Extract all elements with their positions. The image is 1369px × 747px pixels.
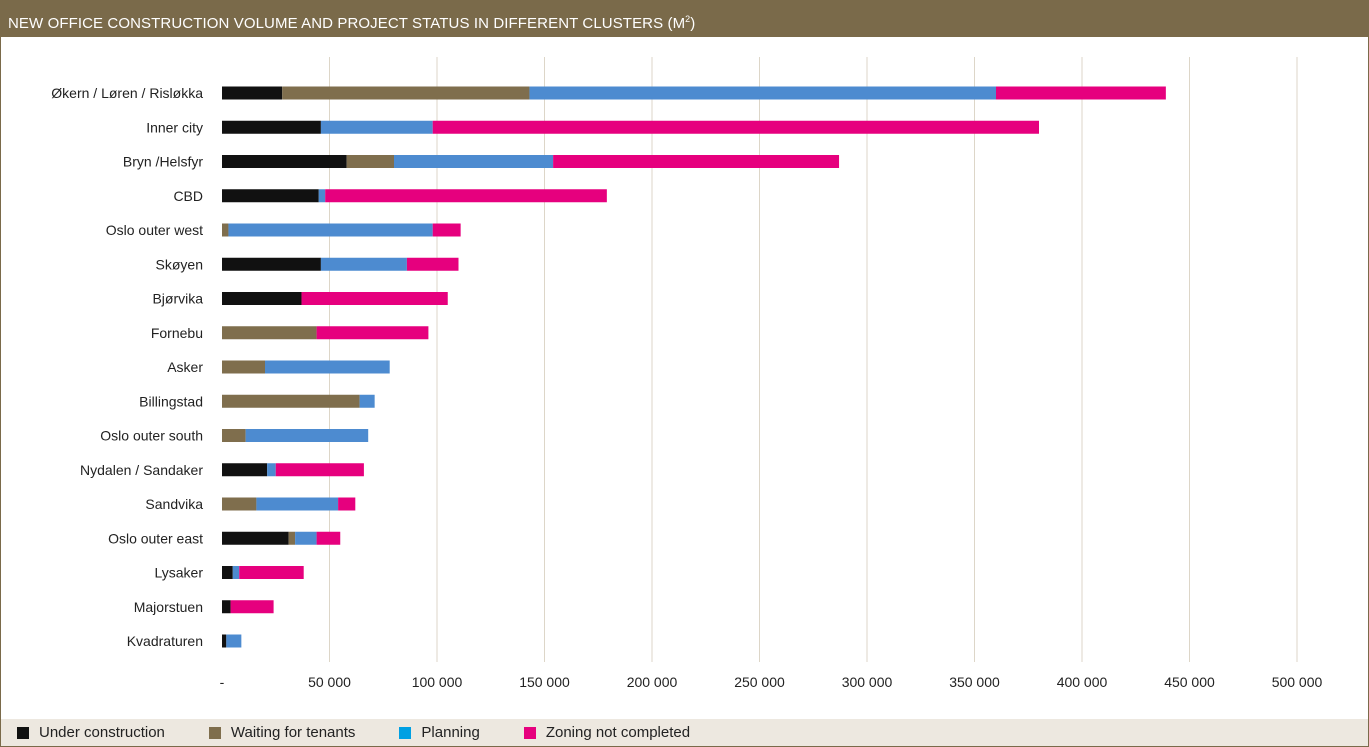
category-label: Oslo outer south [100, 428, 203, 444]
category-label: Oslo outer west [106, 222, 203, 238]
legend-item-under-construction: Under construction [17, 724, 165, 741]
bar-under-construction [222, 292, 302, 305]
bar-under-construction [222, 531, 289, 545]
bar-under-construction [222, 566, 233, 579]
category-label: Oslo outer east [108, 530, 203, 546]
category-label: Majorstuen [134, 599, 203, 615]
bar-waiting-for-tenants [346, 155, 394, 168]
x-tick-label: 400 000 [1057, 674, 1108, 690]
chart-title: NEW OFFICE CONSTRUCTION VOLUME AND PROJE… [8, 15, 686, 32]
x-tick-label: 350 000 [949, 674, 1000, 690]
legend-item-zoning-not-completed: Zoning not completed [523, 724, 691, 741]
bar-waiting-for-tenants [288, 531, 296, 545]
category-label: Økern / Løren / Risløkka [51, 85, 203, 101]
bar-waiting-for-tenants [282, 86, 530, 100]
bar-zoning-not-completed [996, 86, 1166, 100]
bar-planning [320, 257, 407, 271]
chart-title-end: ) [690, 15, 696, 32]
category-label: Bryn /Helsfyr [123, 154, 203, 170]
category-label: Bjørvika [152, 291, 203, 307]
bar-zoning-not-completed [275, 463, 364, 477]
chart-title-superscript: 2 [685, 14, 691, 24]
x-tick-label: 150 000 [519, 674, 570, 690]
bar-zoning-not-completed [432, 223, 461, 237]
bar-waiting-for-tenants [222, 394, 360, 408]
bar-zoning-not-completed [316, 326, 429, 340]
legend-item-planning: Planning [399, 724, 480, 741]
bar-under-construction [222, 86, 283, 100]
legend-swatch-zoning-not-completed [523, 726, 536, 739]
bar-zoning-not-completed [325, 189, 607, 203]
bar-under-construction [222, 120, 321, 134]
category-label: Inner city [146, 119, 203, 135]
bar-under-construction [222, 155, 347, 168]
legend-swatch-under-construction [17, 726, 29, 739]
category-label: Kvadraturen [127, 633, 203, 649]
bar-under-construction [222, 257, 321, 271]
category-label: Fornebu [151, 325, 203, 341]
bar-planning [226, 634, 242, 648]
legend-label-under-construction: Under construction [39, 724, 165, 741]
bar-planning [245, 429, 369, 442]
bar-under-construction [222, 463, 268, 477]
x-tick-label: 100 000 [412, 674, 463, 690]
bar-waiting-for-tenants [222, 326, 317, 340]
category-label: Sandvika [145, 496, 203, 512]
category-label: Nydalen / Sandaker [80, 462, 203, 478]
bar-planning [265, 360, 390, 374]
bar-zoning-not-completed [338, 497, 356, 511]
x-tick-label: 300 000 [842, 674, 893, 690]
bar-zoning-not-completed [406, 257, 459, 271]
bar-under-construction [222, 189, 319, 203]
x-tick-label: 250 000 [734, 674, 785, 690]
category-label: CBD [173, 188, 203, 204]
x-tick-label: - [220, 674, 225, 690]
bar-planning [394, 155, 554, 168]
bar-under-construction [222, 634, 227, 648]
bar-planning [359, 394, 375, 408]
legend-swatch-planning [399, 726, 412, 739]
category-label: Lysaker [154, 565, 203, 581]
bar-planning [295, 531, 317, 545]
bar-waiting-for-tenants [222, 360, 265, 374]
bar-under-construction [222, 600, 231, 614]
legend-label-waiting-for-tenants: Waiting for tenants [230, 724, 356, 741]
x-tick-label: 200 000 [627, 674, 678, 690]
chart-title-bar: NEW OFFICE CONSTRUCTION VOLUME AND PROJE… [1, 1, 1368, 37]
bar-waiting-for-tenants [222, 497, 257, 511]
x-tick-label: 50 000 [308, 674, 351, 690]
bar-planning [267, 463, 276, 477]
bar-zoning-not-completed [432, 120, 1039, 134]
bar-waiting-for-tenants [222, 223, 229, 237]
bar-zoning-not-completed [239, 566, 304, 579]
category-label: Skøyen [156, 256, 203, 272]
category-label: Asker [167, 359, 203, 375]
bar-zoning-not-completed [230, 600, 274, 614]
bar-planning [320, 120, 433, 134]
legend-item-waiting-for-tenants: Waiting for tenants [208, 724, 356, 741]
x-tick-label: 450 000 [1164, 674, 1215, 690]
x-tick-label: 500 000 [1272, 674, 1323, 690]
legend-label-planning: Planning [421, 724, 480, 741]
bar-zoning-not-completed [301, 292, 448, 305]
bar-waiting-for-tenants [222, 429, 246, 442]
category-label: Billingstad [139, 393, 203, 409]
legend-label-zoning-not-completed: Zoning not completed [545, 724, 691, 741]
bar-planning [228, 223, 433, 237]
chart-legend: Under construction Waiting for tenants P… [1, 719, 1368, 746]
bar-planning [318, 189, 326, 203]
bar-planning [232, 566, 240, 579]
bar-planning [529, 86, 996, 100]
bar-zoning-not-completed [316, 531, 341, 545]
bar-chart: - 50 000 100 000 150 000 200 000 250 000 300 0… [51, 57, 1323, 690]
bar-planning [256, 497, 339, 511]
bar-zoning-not-completed [553, 155, 840, 168]
legend-swatch-waiting-for-tenants [208, 726, 221, 739]
